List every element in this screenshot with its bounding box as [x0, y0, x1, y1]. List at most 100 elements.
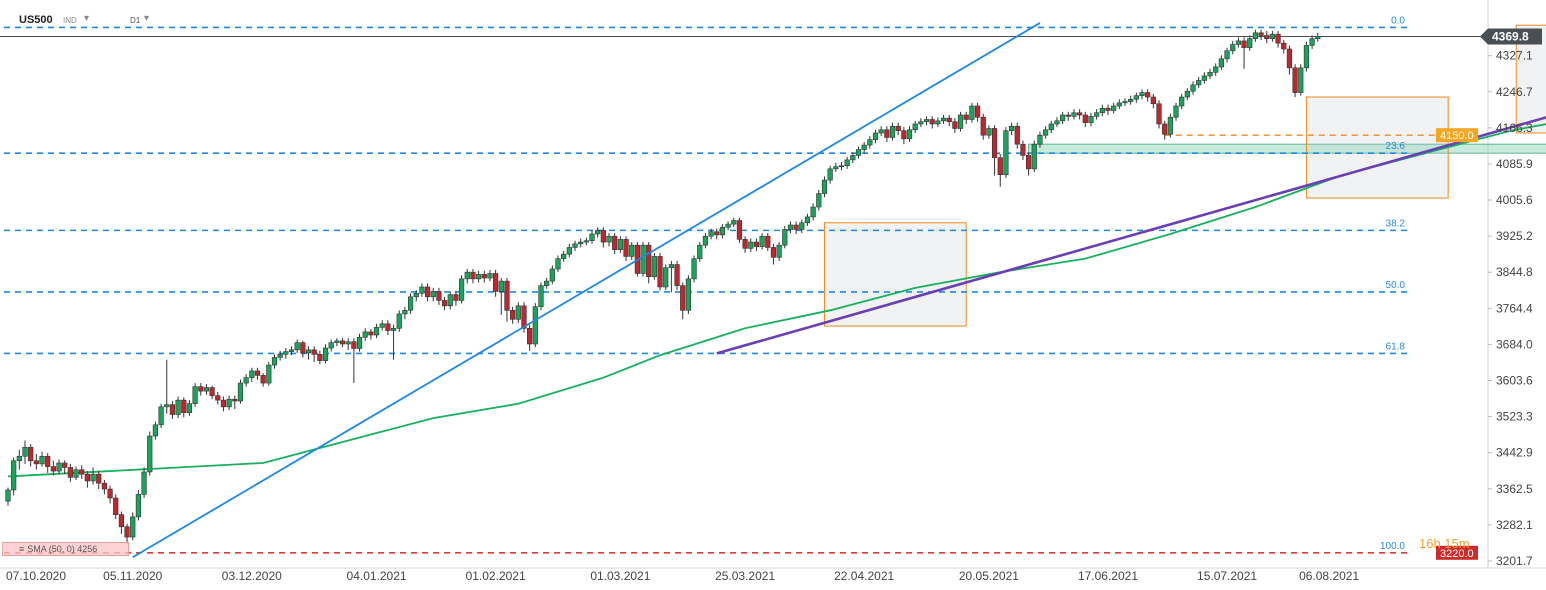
candle-body	[827, 168, 833, 181]
candle	[504, 277, 510, 322]
candle-body	[997, 157, 1003, 176]
candle-body	[62, 462, 68, 468]
menu-icon[interactable]: ≡	[19, 544, 25, 554]
fib-label-0-0: 0.0	[1391, 15, 1405, 26]
candle-body	[867, 139, 873, 146]
candle	[759, 233, 765, 250]
candle	[600, 227, 606, 248]
symbol-label[interactable]: US500	[19, 14, 53, 26]
x-tick-label: 25.03.2021	[715, 569, 775, 583]
candle	[606, 233, 612, 247]
candle	[855, 146, 862, 159]
candle-body	[957, 114, 964, 129]
candle-body	[884, 129, 890, 138]
candle-body	[130, 516, 136, 538]
candle	[714, 228, 720, 240]
candle	[974, 102, 981, 122]
candle	[935, 117, 941, 128]
candle	[1258, 29, 1264, 41]
candle	[271, 354, 278, 369]
candle	[736, 217, 743, 243]
candle	[192, 383, 198, 407]
candle-body	[1207, 72, 1213, 77]
candle	[1105, 104, 1111, 115]
candle-body	[67, 467, 73, 478]
fib-label-50-0: 50.0	[1386, 280, 1406, 291]
candle	[96, 471, 102, 490]
candle-body	[1122, 101, 1128, 104]
candle	[1201, 72, 1207, 84]
candle-body	[595, 230, 601, 235]
interval-label[interactable]: D1	[130, 16, 141, 25]
candle	[16, 449, 22, 470]
candle-body	[1105, 107, 1111, 111]
candle	[5, 487, 11, 506]
candle	[1207, 68, 1213, 80]
candle	[1298, 64, 1304, 96]
candle	[1145, 89, 1151, 102]
candle	[867, 136, 873, 149]
candle	[328, 339, 334, 352]
candle	[827, 165, 833, 184]
fibonacci-levels[interactable]: 0.0 23.6 38.2 50.0 61.8 100.0	[4, 15, 1435, 554]
y-tick-label: 3603.6	[1496, 374, 1533, 388]
candle-body	[5, 489, 11, 502]
candle-body	[804, 216, 811, 224]
candle-body	[527, 327, 533, 345]
candle	[929, 116, 935, 129]
candle	[237, 379, 244, 404]
candle-body	[1048, 123, 1054, 131]
candle-body	[368, 331, 374, 336]
candle	[481, 270, 487, 283]
indicator-legend[interactable]: ≡ SMA (50, 0) 4256	[2, 542, 129, 556]
candle	[918, 118, 924, 128]
candle-body	[470, 271, 476, 280]
candle	[1269, 31, 1276, 42]
candle-body	[940, 117, 947, 122]
candle-body	[1133, 95, 1139, 100]
candle	[1099, 104, 1105, 117]
x-tick-label: 04.01.2021	[347, 569, 407, 583]
candle	[719, 224, 726, 239]
candle-body	[447, 294, 453, 307]
candle	[583, 237, 589, 246]
channel-trendline	[716, 116, 1546, 355]
candle	[1139, 89, 1145, 100]
candle-body	[787, 224, 794, 230]
price-tag-shape	[1436, 545, 1478, 560]
y-tick-label: 4246.7	[1496, 85, 1533, 99]
candle	[578, 238, 584, 248]
candle	[203, 383, 210, 395]
candle	[1179, 93, 1185, 110]
candle	[549, 265, 555, 285]
candle-body	[1190, 84, 1196, 92]
candle-body	[685, 278, 691, 311]
candle	[345, 338, 351, 350]
level-tag-3220: 3220.0	[1436, 545, 1478, 560]
x-tick-label: 22.04.2021	[834, 569, 894, 583]
candle-body	[555, 258, 561, 270]
candle	[940, 114, 947, 124]
trend-lines[interactable]	[132, 22, 1546, 559]
candle	[651, 252, 657, 280]
candle	[317, 350, 323, 365]
candle	[407, 293, 414, 314]
candle	[1281, 40, 1287, 54]
y-tick-label: 3282.1	[1496, 518, 1533, 532]
candle-body	[872, 132, 879, 140]
candle-body	[714, 231, 720, 236]
fib-label-100-0: 100.0	[1380, 541, 1405, 552]
candle	[141, 467, 147, 499]
candle	[464, 269, 470, 284]
candle	[595, 227, 601, 238]
candle-body	[1111, 105, 1117, 111]
candle-body	[192, 386, 198, 405]
candle	[1230, 40, 1236, 55]
candle	[810, 203, 816, 221]
consolidation-box-1	[823, 222, 967, 327]
zones-layer	[823, 24, 1546, 327]
symbol-dropdown-icon[interactable]: ▾	[84, 13, 90, 24]
interval-dropdown-icon[interactable]: ▾	[144, 13, 150, 24]
candle	[453, 291, 459, 306]
